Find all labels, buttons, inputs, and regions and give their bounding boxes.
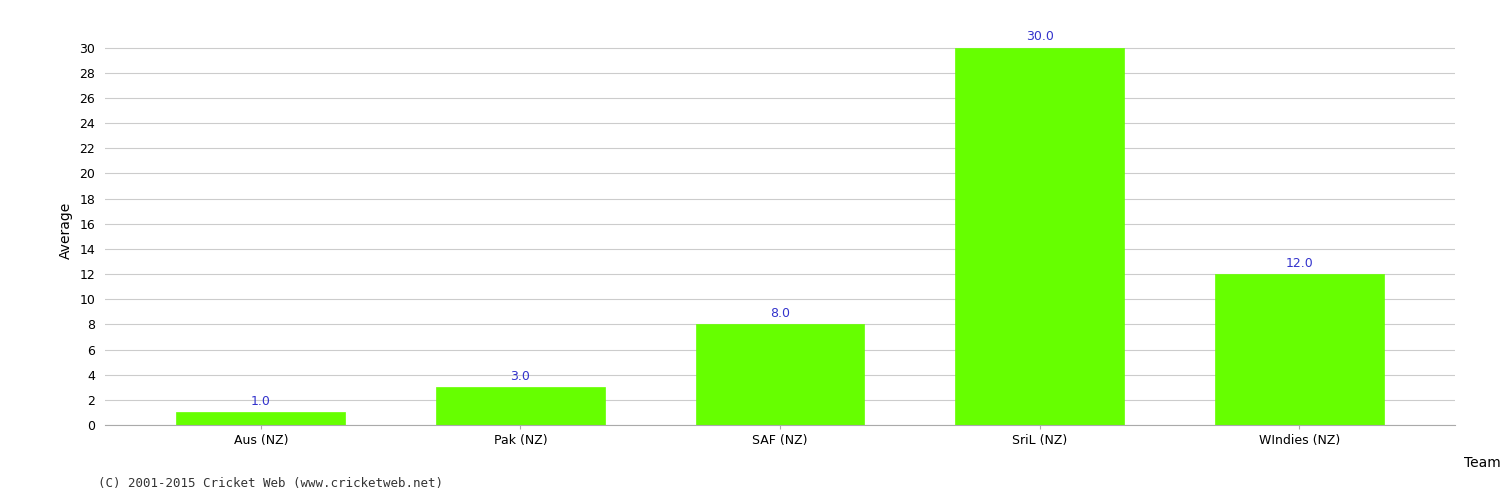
Text: 30.0: 30.0 — [1026, 30, 1053, 44]
Bar — [1215, 274, 1383, 425]
Text: 3.0: 3.0 — [510, 370, 531, 383]
Bar — [696, 324, 864, 425]
Text: (C) 2001-2015 Cricket Web (www.cricketweb.net): (C) 2001-2015 Cricket Web (www.cricketwe… — [98, 477, 442, 490]
Text: 1.0: 1.0 — [251, 396, 270, 408]
Bar — [956, 48, 1124, 425]
Bar — [177, 412, 345, 425]
Text: 12.0: 12.0 — [1286, 257, 1312, 270]
X-axis label: Team: Team — [1464, 456, 1500, 470]
Y-axis label: Average: Average — [58, 202, 72, 258]
Bar — [436, 388, 604, 425]
Text: 8.0: 8.0 — [770, 307, 790, 320]
